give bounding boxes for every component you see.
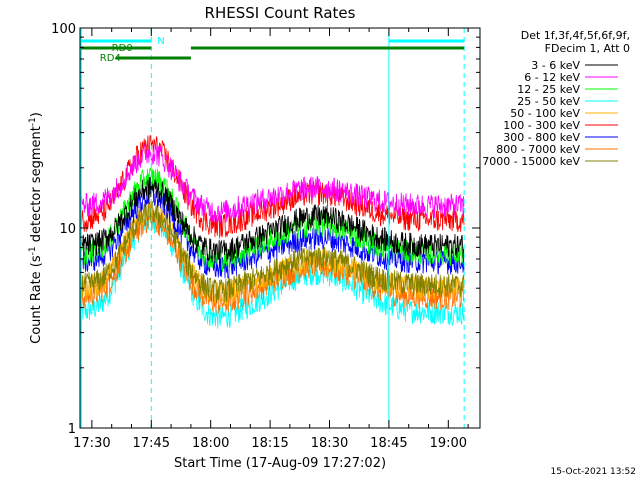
y-axis-label-sup1: -1: [28, 246, 38, 255]
legend-label-8: 7000 - 15000 keV: [482, 155, 580, 168]
x-tick-label-6: 19:00: [430, 436, 467, 451]
legend-label-1: 6 - 12 keV: [524, 71, 580, 84]
legend: Det 1f,3f,4f,5f,6f,9f, FDecim 1, Att 0 3…: [482, 29, 630, 168]
y-tick-label-2: 100: [51, 22, 76, 37]
legend-label-6: 300 - 800 keV: [503, 131, 580, 144]
legend-header-line-1: Det 1f,3f,4f,5f,6f,9f,: [521, 29, 630, 42]
generation-timestamp: 15-Oct-2021 13:52: [551, 467, 636, 477]
legend-label-4: 50 - 100 keV: [510, 107, 580, 120]
series-line-8: [79, 200, 465, 303]
x-axis-label: Start Time (17-Aug-09 17:27:02): [174, 456, 386, 471]
axis-ticks: 17:30 17:45 18:00 18:15 18:30 18:45 19:00 1 10 10…: [51, 22, 480, 451]
flag-label-2: RD4: [100, 53, 121, 64]
legend-header-line-2: FDecim 1, Att 0: [545, 42, 630, 55]
series-line-5: [79, 135, 465, 239]
chart-title: RHESSI Count Rates: [205, 4, 356, 22]
x-tick-label-1: 17:45: [133, 436, 170, 451]
y-axis-label-mid: detector segment: [29, 126, 44, 246]
y-axis-label-sup2: -1: [28, 117, 38, 126]
x-tick-label-3: 18:15: [251, 436, 288, 451]
legend-label-5: 100 - 300 keV: [503, 119, 580, 132]
legend-label-3: 25 - 50 keV: [517, 95, 580, 108]
x-tick-label-0: 17:30: [73, 436, 110, 451]
legend-label-7: 800 - 7000 keV: [496, 143, 580, 156]
y-tick-label-0: 1: [68, 422, 76, 437]
y-axis-label-end: ): [29, 112, 44, 117]
legend-label-0: 3 - 6 keV: [531, 59, 580, 72]
flag-label-0: N: [157, 36, 164, 47]
series-line-2: [79, 166, 465, 273]
y-tick-label-1: 10: [59, 222, 76, 237]
x-tick-label-4: 18:30: [311, 436, 348, 451]
x-tick-label-2: 18:00: [192, 436, 229, 451]
series-layer: [79, 135, 465, 329]
series-line-1: [79, 144, 465, 224]
series-line-0: [79, 176, 465, 264]
legend-label-2: 12 - 25 keV: [517, 83, 580, 96]
y-axis-label: Count Rate (s-1 detector segment-1): [28, 112, 44, 344]
flag-label-1: RD0: [112, 43, 133, 54]
x-tick-label-5: 18:45: [370, 436, 407, 451]
